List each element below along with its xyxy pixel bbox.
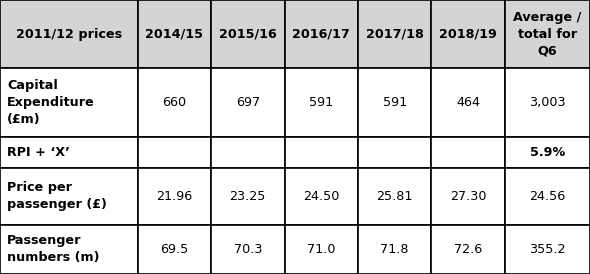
- Text: 25.81: 25.81: [376, 190, 413, 203]
- Bar: [431, 0, 505, 68]
- Text: 21.96: 21.96: [156, 190, 192, 203]
- Text: 72.6: 72.6: [454, 243, 482, 256]
- Text: Average /
total for
Q6: Average / total for Q6: [513, 11, 582, 58]
- Bar: [0, 68, 137, 136]
- Bar: [431, 168, 505, 225]
- Text: RPI + ‘X’: RPI + ‘X’: [7, 146, 70, 159]
- Bar: [431, 68, 505, 136]
- Text: Capital
Expenditure
(£m): Capital Expenditure (£m): [7, 79, 95, 126]
- Bar: [505, 136, 590, 168]
- Text: 71.8: 71.8: [381, 243, 409, 256]
- Text: 591: 591: [309, 96, 333, 109]
- Bar: [0, 136, 137, 168]
- Text: 355.2: 355.2: [529, 243, 566, 256]
- Text: Passenger
numbers (m): Passenger numbers (m): [7, 234, 100, 264]
- Bar: [137, 168, 211, 225]
- Text: 71.0: 71.0: [307, 243, 336, 256]
- Text: 2014/15: 2014/15: [145, 28, 204, 41]
- Bar: [211, 0, 284, 68]
- Bar: [284, 225, 358, 274]
- Text: 2011/12 prices: 2011/12 prices: [16, 28, 122, 41]
- Bar: [0, 0, 137, 68]
- Bar: [284, 68, 358, 136]
- Text: 2016/17: 2016/17: [293, 28, 350, 41]
- Bar: [0, 168, 137, 225]
- Text: 70.3: 70.3: [234, 243, 262, 256]
- Text: 3,003: 3,003: [529, 96, 566, 109]
- Text: 697: 697: [236, 96, 260, 109]
- Bar: [358, 225, 431, 274]
- Text: 591: 591: [382, 96, 407, 109]
- Bar: [505, 0, 590, 68]
- Bar: [284, 168, 358, 225]
- Text: 2015/16: 2015/16: [219, 28, 277, 41]
- Text: 2017/18: 2017/18: [366, 28, 424, 41]
- Bar: [211, 68, 284, 136]
- Text: 464: 464: [456, 96, 480, 109]
- Text: 24.56: 24.56: [529, 190, 565, 203]
- Bar: [505, 168, 590, 225]
- Text: 69.5: 69.5: [160, 243, 188, 256]
- Bar: [137, 225, 211, 274]
- Bar: [284, 136, 358, 168]
- Bar: [137, 0, 211, 68]
- Bar: [358, 68, 431, 136]
- Bar: [211, 225, 284, 274]
- Bar: [211, 168, 284, 225]
- Text: 5.9%: 5.9%: [530, 146, 565, 159]
- Bar: [358, 0, 431, 68]
- Bar: [358, 168, 431, 225]
- Bar: [211, 136, 284, 168]
- Text: 660: 660: [162, 96, 186, 109]
- Bar: [505, 225, 590, 274]
- Bar: [0, 225, 137, 274]
- Bar: [431, 225, 505, 274]
- Text: Price per
passenger (£): Price per passenger (£): [7, 181, 107, 211]
- Bar: [358, 136, 431, 168]
- Text: 2018/19: 2018/19: [439, 28, 497, 41]
- Text: 27.30: 27.30: [450, 190, 486, 203]
- Text: 23.25: 23.25: [230, 190, 266, 203]
- Text: 24.50: 24.50: [303, 190, 339, 203]
- Bar: [284, 0, 358, 68]
- Bar: [137, 136, 211, 168]
- Bar: [137, 68, 211, 136]
- Bar: [431, 136, 505, 168]
- Bar: [505, 68, 590, 136]
